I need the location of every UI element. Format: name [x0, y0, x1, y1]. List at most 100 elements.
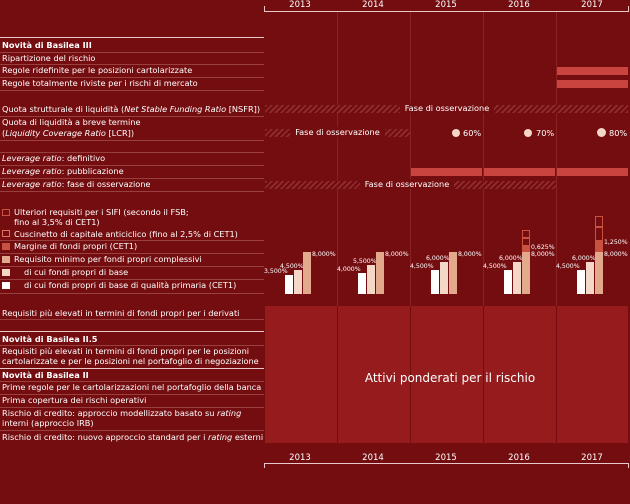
capital-value-label: 8,000%: [531, 250, 555, 258]
capital-bar-base: [513, 262, 521, 294]
section-title-basel2: Novità di Basilea II: [2, 370, 89, 380]
legend-text: di cui fondi propri di base: [24, 267, 129, 277]
legend-text: di cui fondi propri di base di qualità p…: [24, 280, 237, 290]
capital-bar-cet1: [285, 275, 293, 294]
lcr-label-line1: Quota di liquidità a breve termine: [2, 117, 141, 127]
legend-swatch-base: [2, 269, 10, 276]
row-label: Regole ridefinite per le posizioni carto…: [2, 65, 193, 75]
capital-bar-total: [449, 251, 457, 294]
capital-value-label: 4,500%: [483, 263, 507, 271]
lcr-observation-label: Fase di osservazione: [290, 127, 385, 137]
year-label: 2016: [508, 0, 530, 10]
capital-bar-sifi: [595, 216, 603, 227]
year-label: 2013: [289, 0, 311, 10]
capital-value-label: 8,000%: [458, 250, 482, 258]
section-title-basel3: Novità di Basilea III: [2, 40, 92, 50]
capital-bar-margin: [595, 241, 603, 252]
lcr-step-label: 60%: [463, 128, 482, 138]
capital-value-label: 8,000%: [385, 250, 409, 258]
timeline-band: [484, 168, 555, 176]
capital-value-label: 3,500%: [264, 268, 288, 276]
lcr-step-dot: [597, 128, 606, 137]
capital-value-label: 5,500%: [353, 257, 377, 265]
capital-value-label: 4,000%: [337, 265, 361, 273]
capital-bar-cet1: [504, 270, 512, 294]
row-label: Ripartizione del rischio: [2, 53, 96, 63]
lcr-step-dot: [452, 129, 460, 137]
lcr-step-dot: [524, 129, 532, 137]
capital-bar-base: [440, 262, 448, 294]
legend-text: fino al 3,5% di CET1): [14, 217, 100, 227]
rwa-column: [557, 306, 628, 443]
capital-value-label: 1,250%: [604, 239, 628, 246]
leverage-row-label: Leverage ratio: fase di osservazione: [2, 179, 151, 189]
year-label: 2015: [435, 0, 457, 10]
capital-bar-base: [294, 270, 302, 294]
rwa-label: Attivi ponderati per il rischio: [364, 371, 536, 385]
legend-text: Cuscinetto di capitale anticiclico (fino…: [14, 229, 238, 239]
capital-bar-countercyclical: [595, 227, 603, 241]
basel2-irb-line2: interni (approccio IRB): [2, 418, 94, 428]
nsfr-label: Quota strutturale di liquidità (Net Stab…: [2, 104, 261, 114]
basel2-std: Rischio di credito: nuovo approccio stan…: [2, 432, 264, 442]
year-label: 2013: [289, 453, 311, 463]
capital-bar-total: [595, 251, 603, 294]
legend-swatch-margin: [2, 243, 10, 250]
year-label: 2017: [581, 453, 603, 463]
year-label: 2015: [435, 453, 457, 463]
capital-value-label: 6,000%: [572, 255, 596, 263]
capital-bar-cet1: [431, 270, 439, 294]
year-label: 2017: [581, 0, 603, 10]
legend-swatch-total: [2, 256, 10, 263]
capital-bar-countercyclical: [522, 238, 530, 247]
capital-value-label: 4,500%: [410, 263, 434, 271]
timeline-band: [557, 168, 628, 176]
rwa-column: [411, 306, 483, 443]
basel2-row: Prime regole per le cartolarizzazioni ne…: [2, 382, 262, 392]
basel25-line1: Requisiti più elevati in termini di fond…: [2, 346, 250, 356]
lcr-step-label: 80%: [609, 128, 628, 138]
capital-value-label: 6,000%: [499, 255, 523, 263]
row-label: Regole totalmente riviste per i rischi d…: [2, 78, 198, 88]
legend-swatch-buffer: [2, 230, 10, 237]
capital-bar-sifi: [522, 230, 530, 239]
leverage-row-label: Leverage ratio: pubblicazione: [2, 166, 124, 176]
legend-text: Ulteriori requisiti per i SIFI (secondo …: [14, 207, 189, 217]
basel2-irb-line1: Rischio di credito: approccio modellizza…: [2, 408, 242, 418]
timeline-band: [557, 67, 628, 75]
leverage-row-label: Leverage ratio: definitivo: [2, 153, 106, 163]
legend-text: Requisito minimo per fondi propri comple…: [14, 254, 202, 264]
capital-value-label: 8,000%: [604, 250, 628, 258]
capital-bar-cet1: [358, 272, 366, 294]
capital-bar-total: [303, 251, 311, 294]
capital-bar-total: [522, 251, 530, 294]
legend-swatch-sifi: [2, 209, 10, 216]
year-label: 2014: [362, 0, 384, 10]
year-label: 2016: [508, 453, 530, 463]
rwa-column: [484, 306, 556, 443]
capital-value-label: 6,000%: [426, 255, 450, 263]
lcr-label-line2: (Liquidity Coverage Ratio [LCR]): [2, 128, 135, 138]
capital-value-label: 4,500%: [280, 263, 304, 271]
capital-value-label: 0,625%: [531, 244, 555, 252]
capital-bar-margin: [522, 246, 530, 252]
lcr-step-label: 70%: [536, 128, 555, 138]
timeline-band: [411, 168, 482, 176]
capital-value-label: 8,000%: [312, 250, 336, 258]
capital-bar-base: [367, 264, 375, 294]
timeline-band: [557, 80, 628, 88]
capital-bar-cet1: [577, 270, 585, 294]
nsfr-observation-label: Fase di osservazione: [400, 103, 494, 113]
capital-bar-total: [376, 251, 384, 294]
legend-swatch-cet1: [2, 282, 10, 289]
rwa-column: [265, 306, 337, 443]
basel25-line2: cartolarizzate e per le posizioni nel po…: [2, 356, 259, 366]
derivatives-label: Requisiti più elevati in termini di fond…: [2, 308, 240, 318]
leverage-observation-label: Fase di osservazione: [360, 179, 454, 189]
capital-bar-base: [586, 262, 594, 294]
capital-value-label: 4,500%: [556, 263, 580, 271]
basel2-row: Prima copertura dei rischi operativi: [2, 395, 147, 405]
section-title-basel25: Novità di Basilea II.5: [2, 334, 98, 344]
legend-text: Margine di fondi propri (CET1): [14, 241, 138, 251]
rwa-column: [338, 306, 410, 443]
